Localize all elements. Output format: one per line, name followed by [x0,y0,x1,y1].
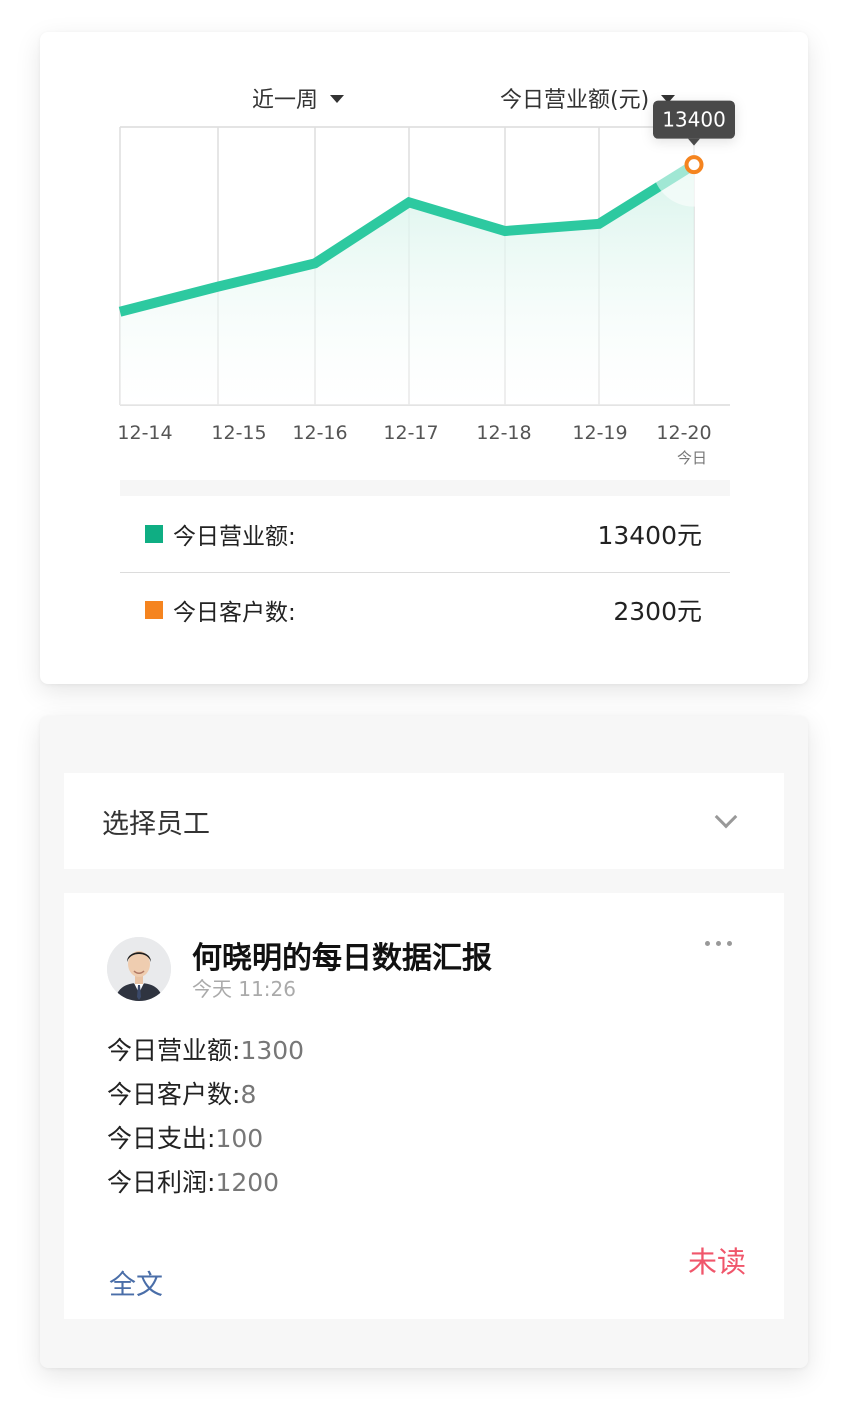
metric-value: 1300 [240,1036,305,1065]
daily-report-item: 何晓明的每日数据汇报 今天 11:26 今日营业额:1300 今日客户数:8 今… [64,893,784,1319]
metric-label: 今日客户数: [107,1080,241,1109]
legend-row-revenue: 今日营业额: 13400元 [120,496,730,573]
x-tick-label: 12-15 [211,422,266,444]
metric-value: 100 [215,1124,264,1153]
legend-label: 今日客户数: [173,600,296,626]
metric-label: 今日支出: [107,1124,216,1153]
x-tick-label: 12-17 [383,422,438,444]
more-options-icon[interactable] [705,941,732,946]
time-range-dropdown[interactable]: 近一周 [252,82,345,114]
chevron-down-icon [714,805,738,829]
metric-row: 今日营业额:1300 [107,1029,304,1073]
person-avatar-icon [107,937,171,1001]
time-range-label: 近一周 [252,88,319,113]
x-tick-label: 12-20 [656,422,711,444]
metric-label: 今日利润: [107,1168,216,1197]
series-line [118,160,697,317]
report-title: 何晓明的每日数据汇报 [192,941,492,976]
legend-value: 13400元 [597,521,702,550]
tooltip-box [653,100,735,139]
tooltip-pointer [688,138,700,146]
today-sub-label: 今日 [677,449,707,467]
employee-select[interactable]: 选择员工 [64,773,784,869]
legend-row-customers: 今日客户数: 2300元 [120,572,730,648]
caret-down-icon [661,95,676,103]
legend-divider-band [120,480,730,496]
revenue-swatch [145,525,163,543]
report-time: 今天 11:26 [192,977,296,1001]
report-card: 选择员工 何晓明的每日数据汇报 今天 11:26 今日营业额:1300 [40,716,808,1368]
employee-select-label: 选择员工 [102,808,210,840]
unread-status-badge: 未读 [687,1245,746,1279]
legend-value: 2300元 [613,597,702,626]
report-metrics: 今日营业额:1300 今日客户数:8 今日支出:100 今日利润:1200 [107,1029,304,1205]
customers-swatch [145,601,163,619]
metric-row: 今日客户数:8 [107,1073,304,1117]
x-tick-label: 12-18 [476,422,531,444]
fulltext-link[interactable]: 全文 [109,1270,163,1301]
avatar [107,937,171,1001]
metric-dropdown[interactable]: 今日营业额(元) [500,82,676,114]
metric-row: 今日利润:1200 [107,1161,304,1205]
line-chart: 13400 12-14 12-15 12-16 12-17 12-18 12-19 12-20… [117,100,736,467]
tooltip-value: 13400 [662,108,726,132]
x-tick-label: 12-14 [117,422,172,444]
x-tick-label: 12-16 [292,422,347,444]
metric-row: 今日支出:100 [107,1117,304,1161]
metric-label: 今日营业额(元) [500,88,650,113]
highlight-point [684,155,704,175]
metric-value: 8 [240,1080,257,1109]
caret-down-icon [330,95,345,103]
legend-label: 今日营业额: [173,524,296,550]
metric-value: 1200 [215,1168,280,1197]
sales-chart-card: 近一周 今日营业额(元) 13400 12-14 12-15 12-16 12-17 12… [40,32,808,684]
x-tick-label: 12-19 [572,422,627,444]
series-area [120,164,694,405]
metric-label: 今日营业额: [107,1036,241,1065]
